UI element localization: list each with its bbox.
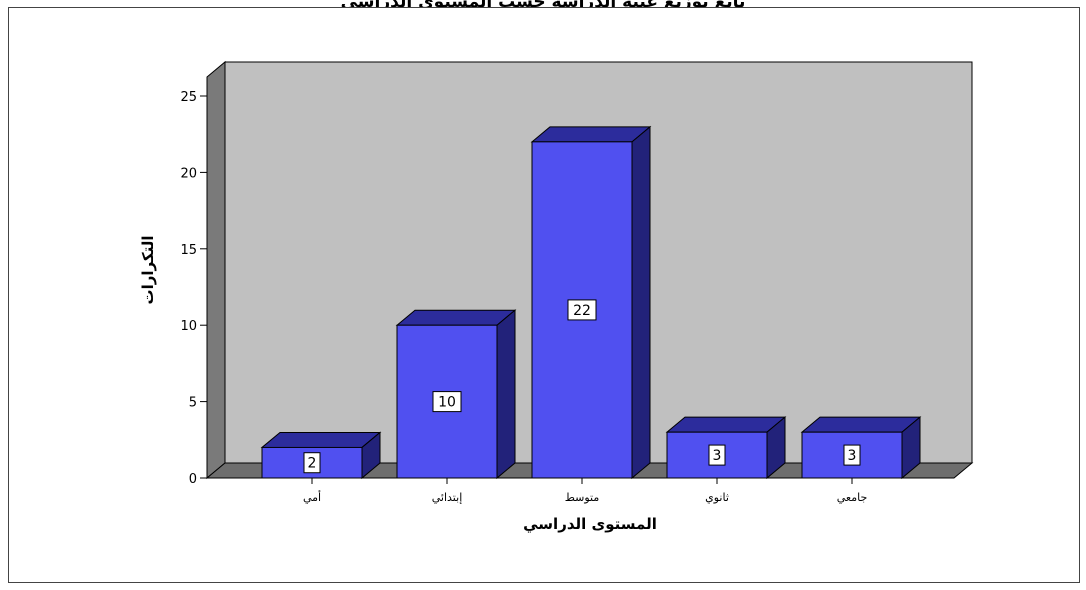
x-category-label: جامعي: [837, 491, 868, 504]
y-tick-label: 10: [180, 319, 197, 334]
bar-side: [631, 125, 651, 480]
x-category-label: ثانوي: [705, 491, 729, 504]
y-tick-label: 5: [189, 396, 197, 411]
data-label-box: [843, 444, 861, 466]
bar-top: [665, 416, 787, 433]
y-axis-title: التكرارات: [139, 236, 157, 305]
bar-top: [800, 416, 922, 433]
x-category-label: متوسط: [565, 491, 600, 504]
y-axis: 0 5 10 15 20 25: [180, 90, 208, 487]
y-tick-label: 0: [189, 472, 197, 487]
bar-top: [395, 309, 517, 326]
plot-left-wall: [206, 60, 226, 480]
data-label: 2: [308, 456, 317, 472]
y-tick-label: 15: [180, 243, 197, 258]
x-category-label: إبتدائي: [432, 491, 463, 504]
data-label-box: [303, 452, 321, 474]
data-label: 22: [573, 303, 591, 319]
bar-top: [260, 431, 382, 448]
bars: 2 10 22 3 3: [260, 125, 922, 480]
data-label: 10: [438, 395, 456, 411]
x-axis-title: المستوى الدراسي: [523, 515, 657, 533]
data-label: 3: [713, 448, 722, 464]
y-tick-label: 25: [180, 90, 197, 105]
bar: 3: [800, 416, 922, 480]
bar-side: [496, 309, 516, 480]
data-label-box: [567, 299, 597, 321]
data-label: 3: [848, 448, 857, 464]
data-label-box: [708, 444, 726, 466]
y-tick-label: 20: [180, 166, 197, 181]
bar: 2: [260, 431, 382, 480]
x-category-label: أمي: [303, 490, 321, 504]
data-label-box: [432, 391, 462, 413]
bar: 10: [395, 309, 517, 480]
bar: 22: [530, 125, 652, 480]
bar: 3: [665, 416, 787, 480]
x-axis: أمي إبتدائي متوسط ثانوي جامعي: [207, 477, 954, 504]
bar-top: [530, 126, 652, 143]
